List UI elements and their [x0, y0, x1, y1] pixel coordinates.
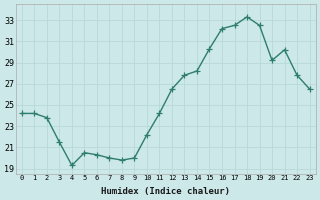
X-axis label: Humidex (Indice chaleur): Humidex (Indice chaleur)	[101, 187, 230, 196]
